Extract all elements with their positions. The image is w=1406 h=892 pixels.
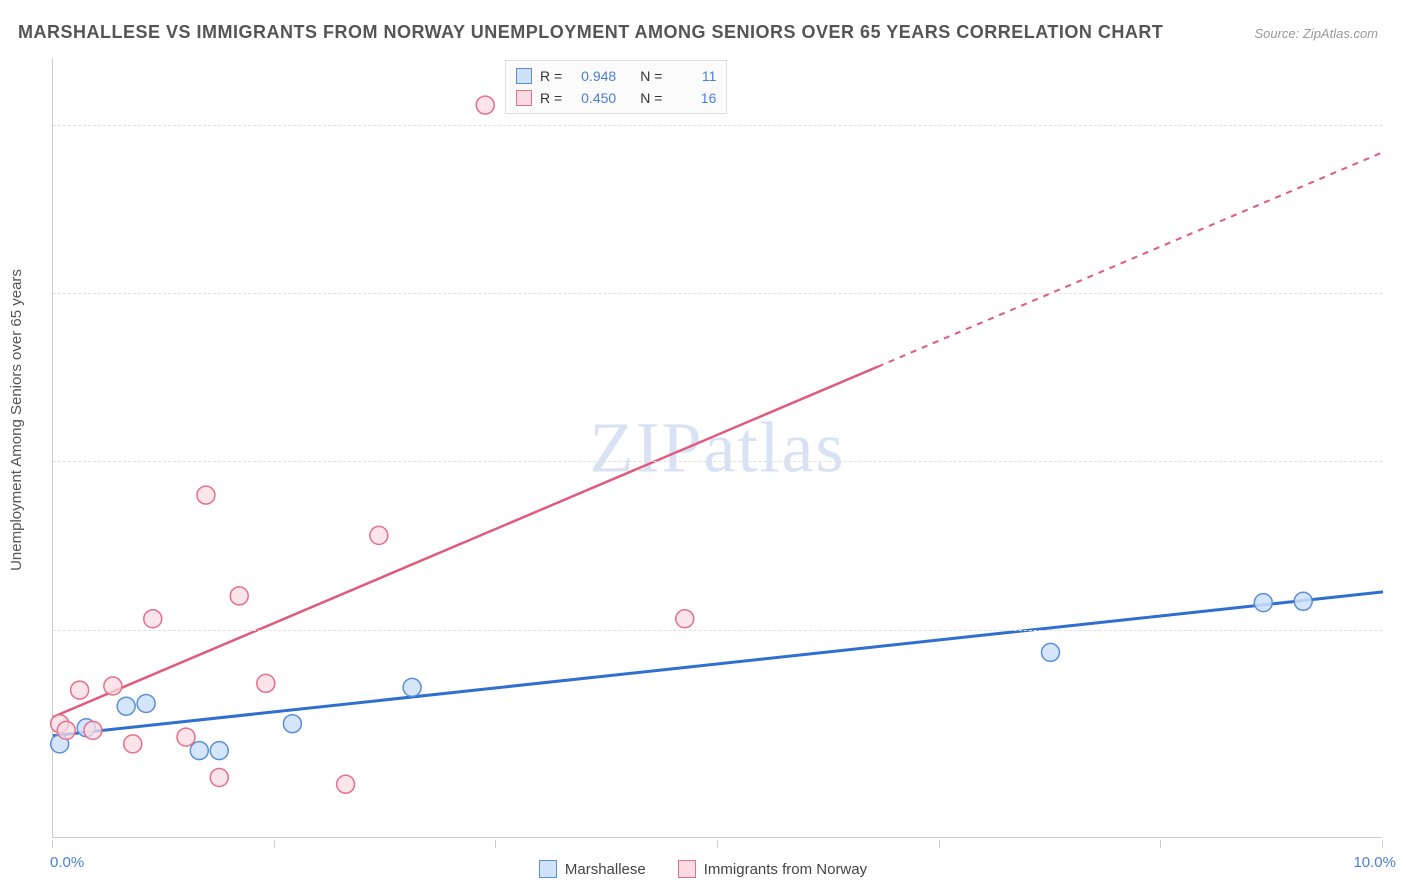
data-point bbox=[370, 526, 388, 544]
grid-line bbox=[53, 461, 1382, 462]
x-tick-label: 10.0% bbox=[1342, 854, 1396, 871]
r-value: 0.948 bbox=[570, 65, 616, 87]
y-tick-label: 50.0% bbox=[1390, 117, 1406, 134]
data-point bbox=[57, 721, 75, 739]
data-point bbox=[210, 742, 228, 760]
swatch-icon bbox=[678, 860, 696, 878]
legend-item: Marshallese bbox=[539, 860, 646, 878]
stats-row: R = 0.948 N = 11 bbox=[516, 65, 716, 87]
data-point bbox=[197, 486, 215, 504]
chart-title: MARSHALLESE VS IMMIGRANTS FROM NORWAY UN… bbox=[18, 22, 1163, 43]
data-point bbox=[283, 715, 301, 733]
grid-line bbox=[53, 293, 1382, 294]
regression-line bbox=[53, 592, 1383, 736]
swatch-icon bbox=[539, 860, 557, 878]
data-point bbox=[476, 96, 494, 114]
x-tick bbox=[939, 840, 940, 848]
legend-item: Immigrants from Norway bbox=[678, 860, 867, 878]
data-point bbox=[210, 768, 228, 786]
plot-area: ZIPatlas 12.5%25.0%37.5%50.0% bbox=[52, 58, 1382, 838]
grid-line bbox=[53, 630, 1382, 631]
x-tick bbox=[1382, 840, 1383, 848]
n-value: 16 bbox=[670, 87, 716, 109]
regression-line bbox=[53, 367, 878, 717]
chart-container: MARSHALLESE VS IMMIGRANTS FROM NORWAY UN… bbox=[0, 0, 1406, 892]
n-label: N = bbox=[640, 65, 662, 87]
legend-label: Immigrants from Norway bbox=[704, 861, 867, 878]
legend-label: Marshallese bbox=[565, 861, 646, 878]
data-point bbox=[676, 610, 694, 628]
data-point bbox=[190, 742, 208, 760]
data-point bbox=[257, 674, 275, 692]
data-point bbox=[137, 695, 155, 713]
y-tick-label: 12.5% bbox=[1390, 621, 1406, 638]
plot-svg bbox=[53, 58, 1382, 837]
data-point bbox=[124, 735, 142, 753]
x-tick bbox=[52, 840, 53, 848]
source-label: Source: ZipAtlas.com bbox=[1254, 26, 1378, 41]
n-value: 11 bbox=[670, 65, 716, 87]
data-point bbox=[117, 697, 135, 715]
x-axis: 0.0%10.0% bbox=[52, 840, 1382, 860]
stats-legend: R = 0.948 N = 11 R = 0.450 N = 16 bbox=[505, 60, 727, 114]
r-label: R = bbox=[540, 65, 562, 87]
swatch-icon bbox=[516, 68, 532, 84]
x-tick bbox=[495, 840, 496, 848]
swatch-icon bbox=[516, 90, 532, 106]
data-point bbox=[104, 677, 122, 695]
stats-row: R = 0.450 N = 16 bbox=[516, 87, 716, 109]
data-point bbox=[403, 678, 421, 696]
y-axis-label: Unemployment Among Seniors over 65 years bbox=[8, 269, 25, 571]
r-label: R = bbox=[540, 87, 562, 109]
data-point bbox=[84, 721, 102, 739]
data-point bbox=[1294, 592, 1312, 610]
n-label: N = bbox=[640, 87, 662, 109]
data-point bbox=[1042, 643, 1060, 661]
data-point bbox=[177, 728, 195, 746]
data-point bbox=[144, 610, 162, 628]
y-tick-label: 25.0% bbox=[1390, 453, 1406, 470]
data-point bbox=[71, 681, 89, 699]
r-value: 0.450 bbox=[570, 87, 616, 109]
y-tick-label: 37.5% bbox=[1390, 285, 1406, 302]
x-tick bbox=[717, 840, 718, 848]
x-tick bbox=[1160, 840, 1161, 848]
data-point bbox=[1254, 594, 1272, 612]
x-tick-label: 0.0% bbox=[50, 854, 84, 871]
regression-line-dashed bbox=[878, 152, 1383, 367]
series-legend: Marshallese Immigrants from Norway bbox=[0, 860, 1406, 878]
data-point bbox=[337, 775, 355, 793]
x-tick bbox=[274, 840, 275, 848]
data-point bbox=[230, 587, 248, 605]
grid-line bbox=[53, 125, 1382, 126]
